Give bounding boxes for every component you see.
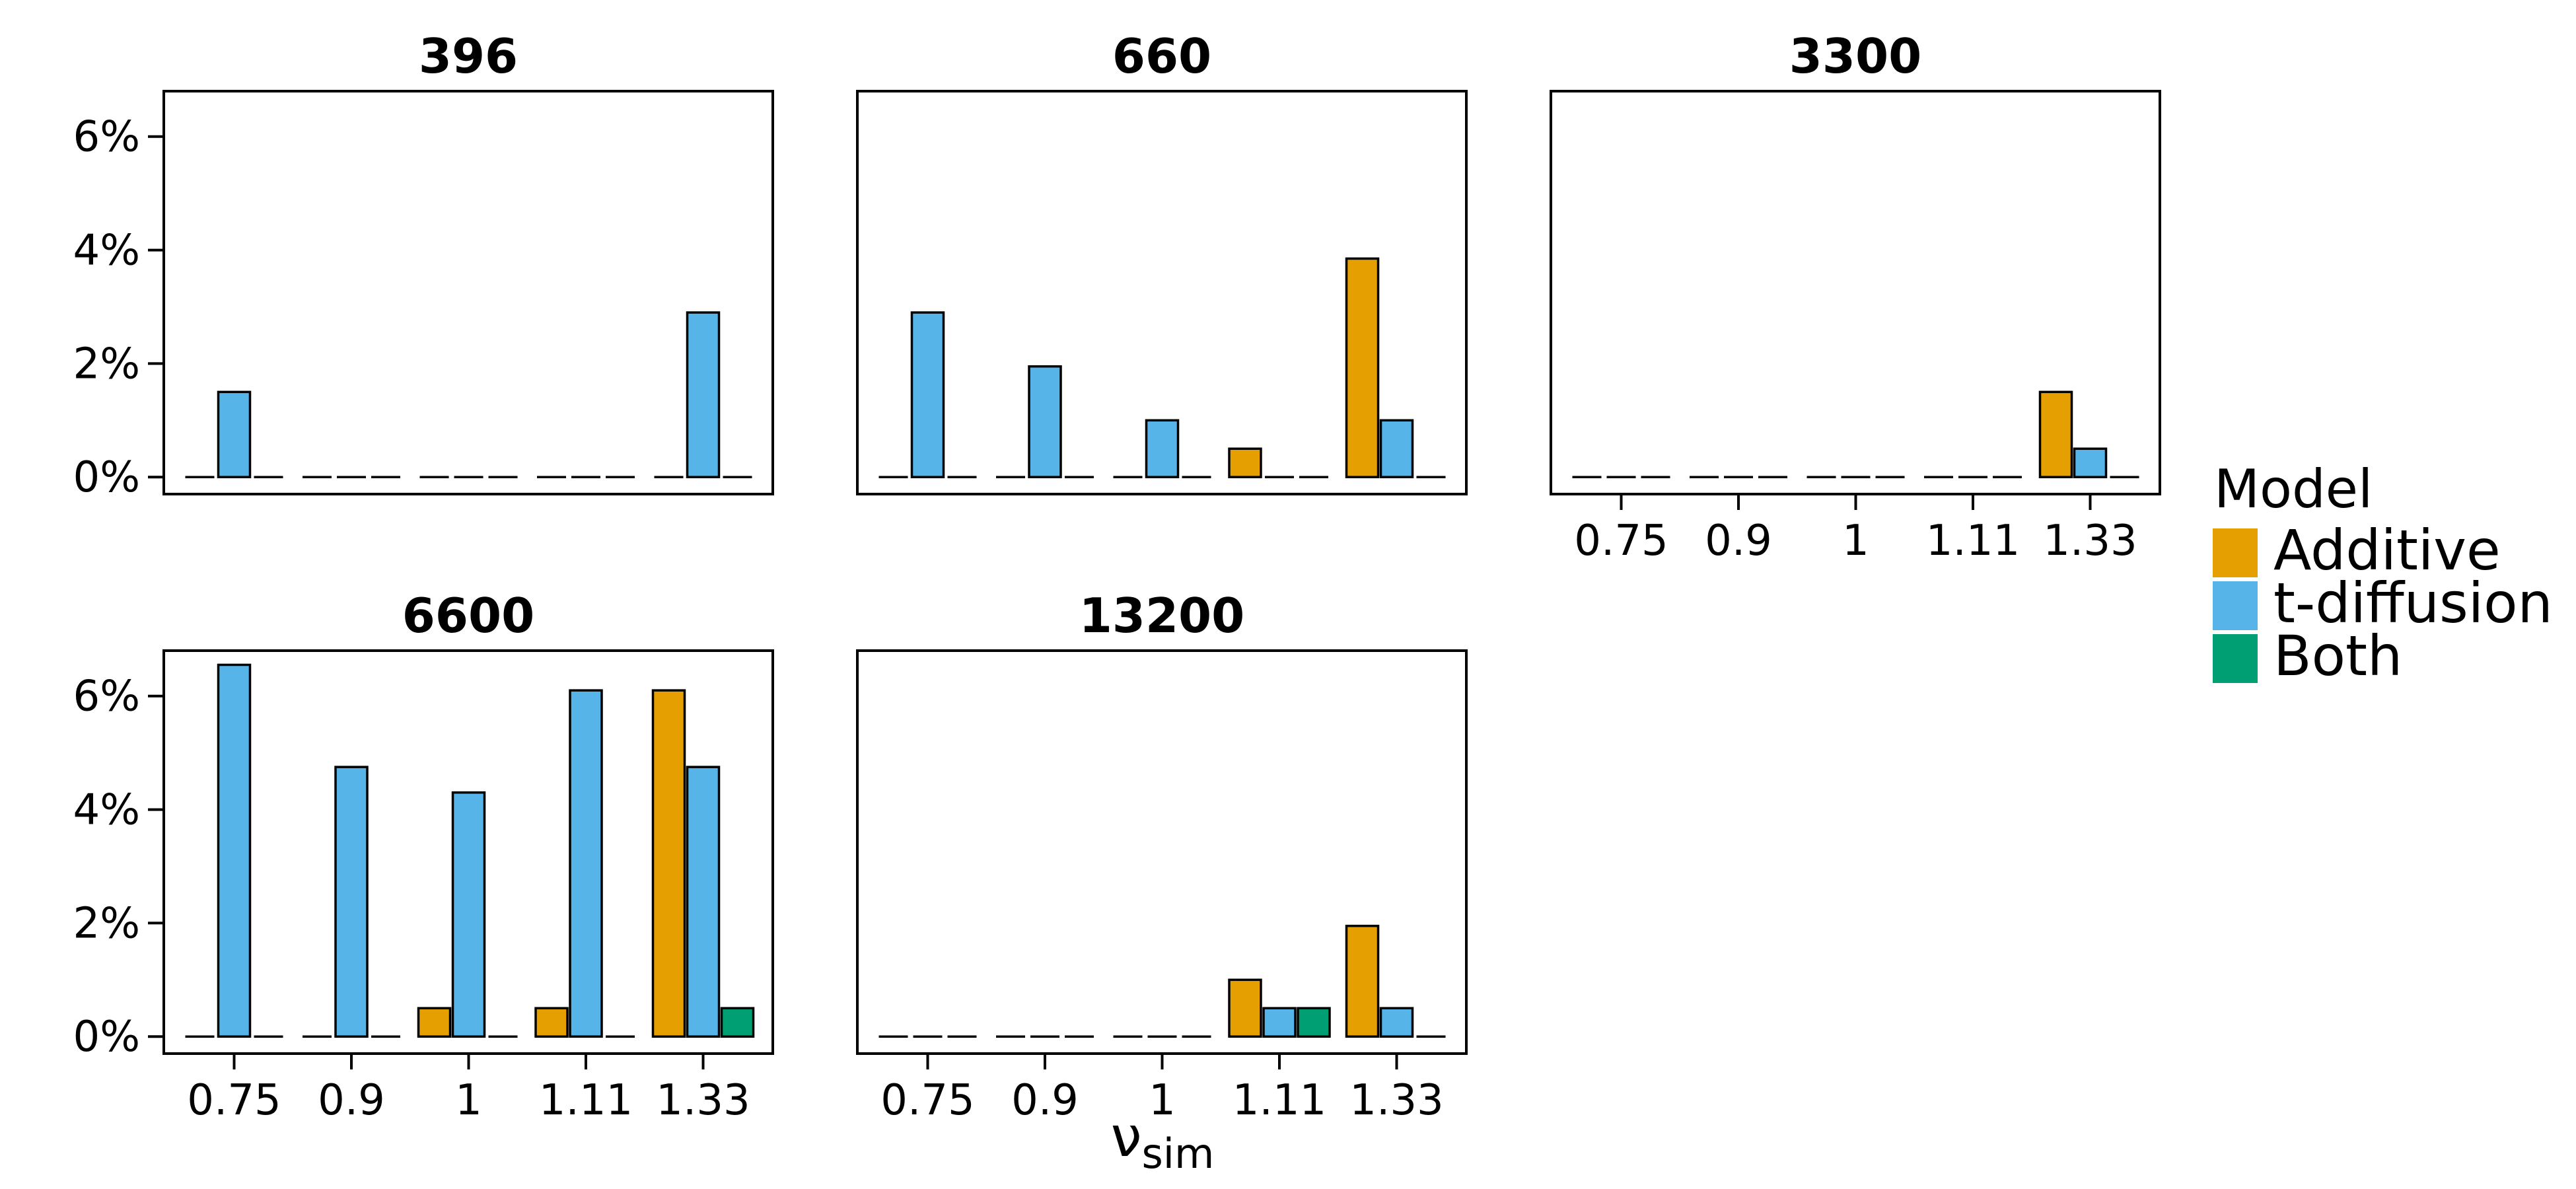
bar-Additive-1.33	[1345, 257, 1380, 478]
panel-title: 660	[1112, 28, 1211, 84]
bar-Both-1.11	[1297, 1007, 1331, 1038]
x-axis-label-subscript: sim	[1141, 1130, 1214, 1178]
panel-13200: 13200 0.75 0.9 1 1.11 1.33	[856, 588, 1468, 1125]
x-tick-label: 1.33	[1349, 1076, 1444, 1125]
panel-title: 396	[419, 28, 518, 84]
x-tick-label: 1.11	[1926, 517, 2021, 565]
bar-t-diffusion-0.75	[217, 663, 252, 1038]
x-tick-label: 1.33	[656, 1076, 750, 1125]
y-tick-label: 6%	[73, 113, 140, 162]
bar-t-diffusion-0.9	[334, 766, 369, 1038]
bar-t-diffusion-1.11	[1262, 1007, 1297, 1038]
bar-t-diffusion-1.33	[686, 311, 721, 478]
x-tick-label: 0.9	[318, 1076, 385, 1125]
y-tick-label: 6%	[73, 672, 140, 721]
bar-Additive-1	[417, 1007, 452, 1038]
bar-Additive-1.11	[534, 1007, 569, 1038]
bar-Additive-1.11	[1228, 447, 1262, 478]
legend-swatch-Both	[2213, 634, 2258, 683]
bar-t-diffusion-0.75	[910, 311, 945, 478]
bar-t-diffusion-1.33	[686, 766, 721, 1038]
bar-Additive-1.33	[2038, 390, 2073, 478]
panel-6600: 6600 0% 2% 4% 6% 0.75 0.9 1 1.11 1.33	[73, 588, 774, 1125]
y-tick-label: 2%	[73, 340, 140, 388]
panel-title: 3300	[1789, 28, 1921, 84]
x-tick-label: 1	[455, 1076, 482, 1125]
panel-title: 13200	[1079, 588, 1245, 643]
legend-swatch-Additive	[2213, 528, 2258, 577]
legend-label-t-diffusion: t-diffusion	[2273, 571, 2553, 635]
y-tick-label: 0%	[73, 1013, 140, 1062]
x-tick-label: 0.75	[187, 1076, 281, 1125]
bar-Additive-1.33	[651, 689, 686, 1038]
panel-title: 6600	[402, 588, 534, 643]
x-axis-label: νsim	[1111, 1104, 1215, 1178]
y-tick-label: 4%	[73, 786, 140, 835]
panel-frame	[162, 90, 774, 495]
panels-layer: 396 0% 2% 4% 6% 660 3300 0.75 0.9 1 1.11 1.33 6600 0%…	[73, 28, 2161, 1125]
bar-Both-1.33	[720, 1007, 755, 1038]
x-tick-label: 1.33	[2043, 517, 2137, 565]
legend-label-Additive: Additive	[2273, 518, 2501, 583]
x-tick-label: 0.9	[1011, 1076, 1079, 1125]
bar-Additive-1.11	[1228, 978, 1262, 1038]
legend-swatch-t-diffusion	[2213, 581, 2258, 630]
y-tick-label: 0%	[73, 453, 140, 502]
legend-label-Both: Both	[2273, 624, 2402, 688]
legend-title: Model	[2214, 458, 2373, 520]
bar-t-diffusion-1.33	[1379, 419, 1414, 478]
x-tick-label: 1	[1149, 1076, 1176, 1125]
x-tick-label: 0.9	[1705, 517, 1772, 565]
bar-t-diffusion-1.33	[2073, 447, 2108, 478]
panel-396: 396 0% 2% 4% 6%	[73, 28, 774, 502]
y-tick-label: 2%	[73, 899, 140, 948]
bar-t-diffusion-1.11	[569, 689, 603, 1038]
bar-t-diffusion-0.75	[217, 390, 252, 478]
panel-frame	[856, 90, 1468, 495]
bar-t-diffusion-1.33	[1379, 1007, 1414, 1038]
bar-t-diffusion-1	[451, 791, 486, 1038]
x-tick-label: 0.75	[1574, 517, 1668, 565]
x-tick-label: 1.11	[539, 1076, 633, 1125]
bar-t-diffusion-0.9	[1028, 365, 1062, 478]
panel-3300: 3300 0.75 0.9 1 1.11 1.33	[1550, 28, 2161, 565]
x-tick-label: 1	[1842, 517, 1869, 565]
x-tick-label: 0.75	[880, 1076, 975, 1125]
panel-660: 660	[856, 28, 1468, 495]
bar-Additive-1.33	[1345, 924, 1380, 1038]
y-tick-label: 4%	[73, 227, 140, 275]
x-tick-label: 1.11	[1233, 1076, 1327, 1125]
bar-t-diffusion-1	[1145, 419, 1180, 478]
